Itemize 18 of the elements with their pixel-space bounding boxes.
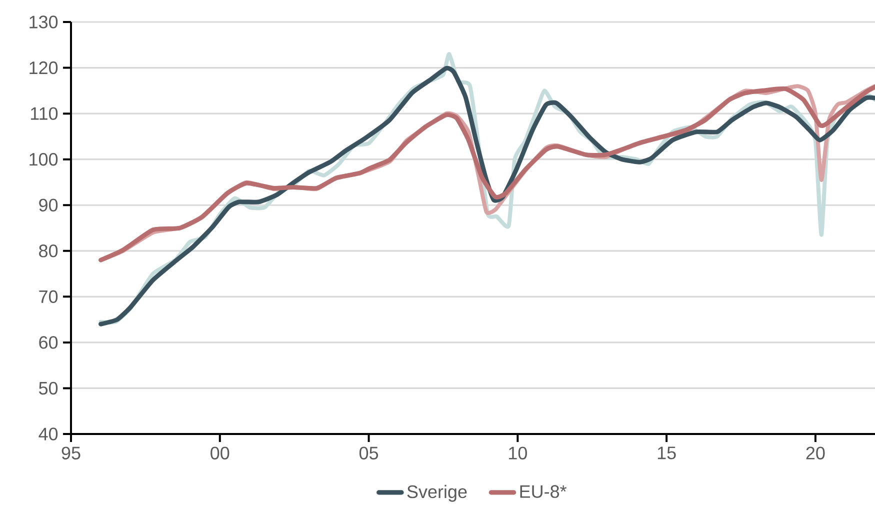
y-tick-label: 110: [30, 107, 58, 120]
y-tick-label: 90: [39, 198, 58, 212]
x-tick-label: 20: [806, 446, 825, 460]
y-tick-label: 100: [30, 152, 58, 166]
x-tick-label: 00: [210, 446, 230, 460]
legend-label: EU-8*: [520, 485, 567, 498]
y-tick-label: 120: [30, 61, 58, 74]
x-tick-label: 15: [658, 446, 676, 460]
x-tick-label: 10: [509, 446, 527, 460]
x-tick-label: 05: [359, 446, 378, 460]
legend-label: Sverige: [407, 484, 467, 502]
y-tick-label: 40: [38, 428, 58, 440]
y-tick-label: 80: [39, 244, 58, 258]
x-tick-label: 95: [62, 446, 80, 460]
y-tick-label: 130: [30, 16, 58, 28]
y-tick-label: 60: [39, 336, 58, 349]
y-tick-label: 50: [38, 382, 58, 395]
y-tick-label: 70: [39, 290, 58, 304]
